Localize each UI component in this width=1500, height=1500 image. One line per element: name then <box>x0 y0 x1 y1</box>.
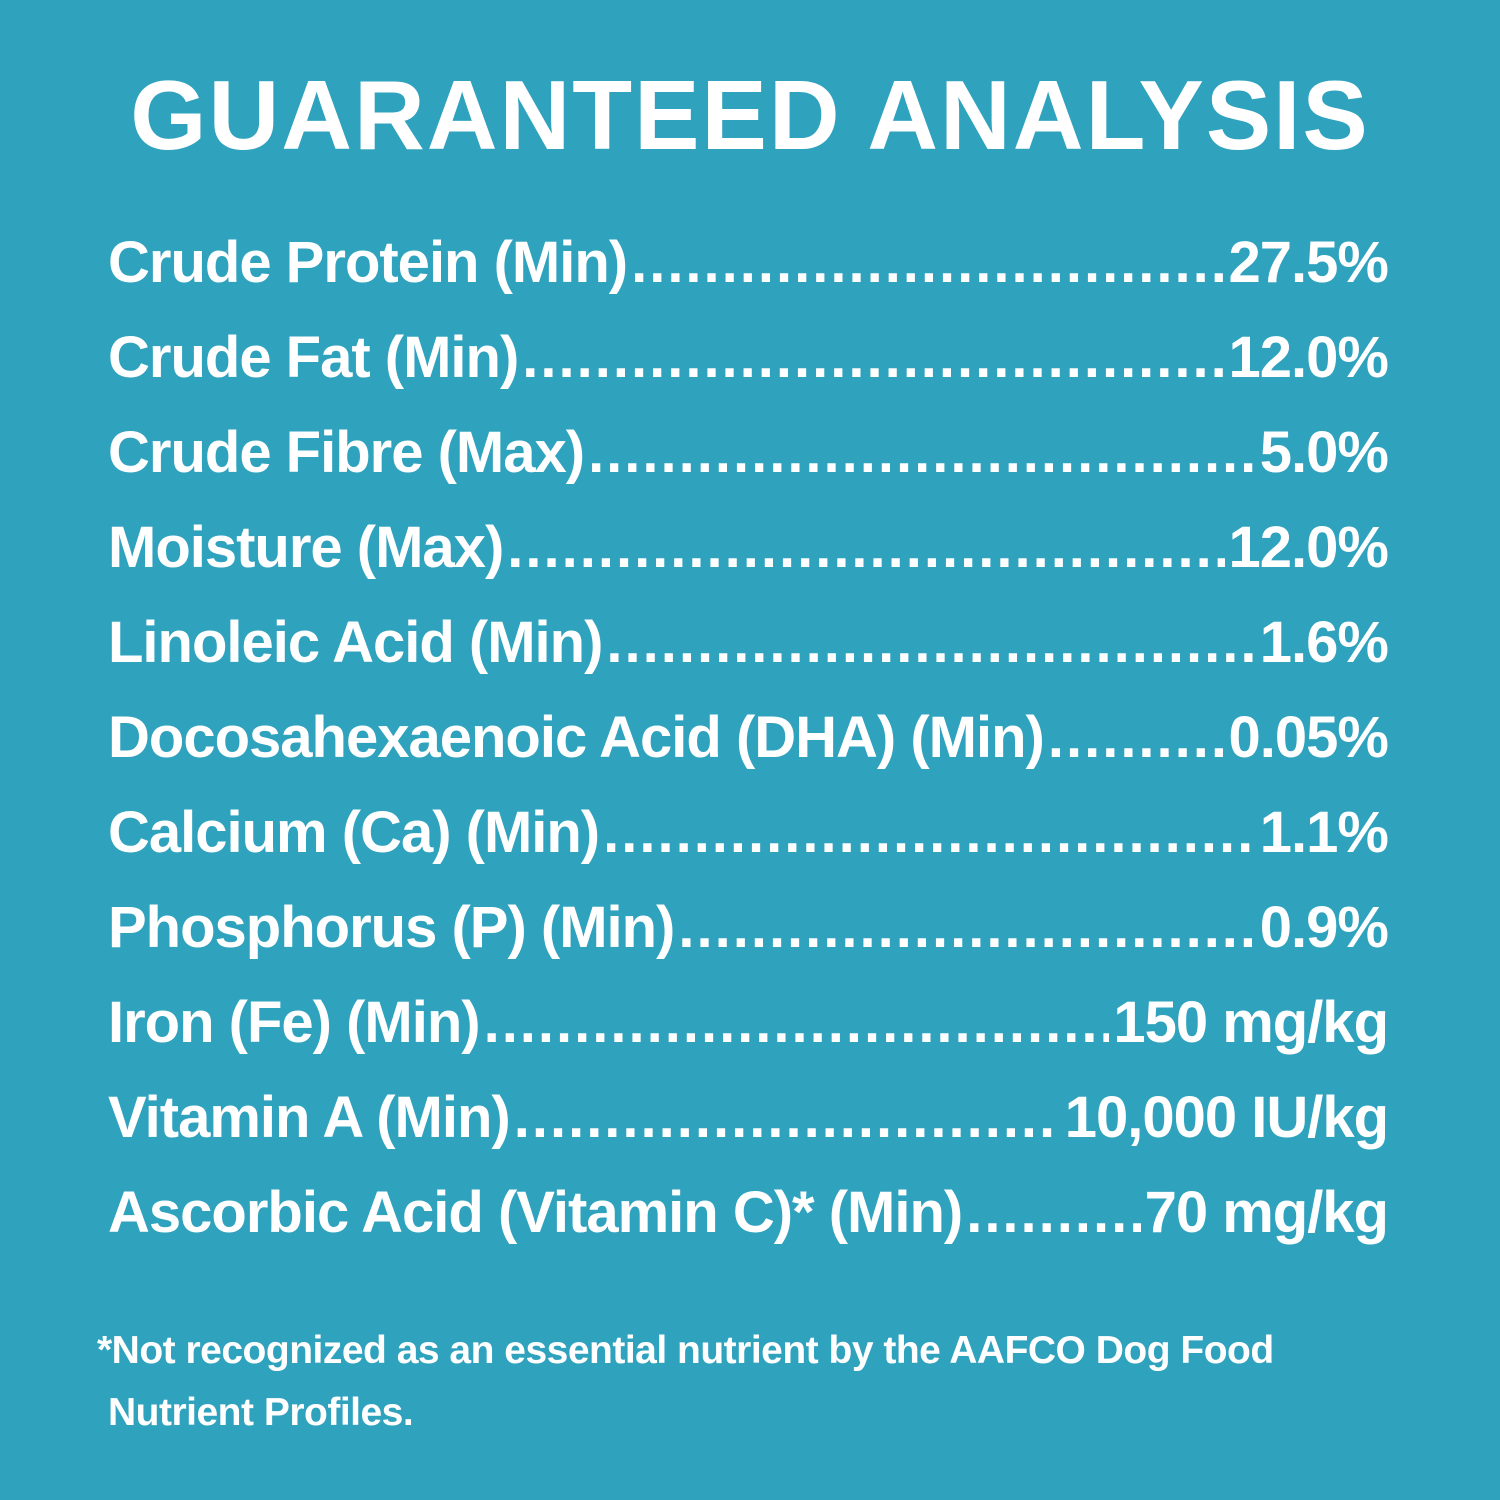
analysis-row: Vitamin A (Min) 10,000 IU/kg <box>108 1070 1389 1165</box>
nutrient-label: Vitamin A (Min) <box>108 1085 511 1150</box>
analysis-row: Calcium (Ca) (Min) 1.1% <box>108 785 1389 880</box>
dot-leader <box>507 500 1224 595</box>
nutrient-label: Iron (Fe) (Min) <box>108 990 481 1055</box>
analysis-row: Phosphorus (P) (Min) 0.9% <box>108 880 1389 975</box>
nutrient-value: 27.5% <box>1228 230 1389 295</box>
nutrient-label: Docosahexaenoic Acid (DHA) (Min) <box>108 705 1045 770</box>
analysis-row: Iron (Fe) (Min) 150 mg/kg <box>108 975 1389 1070</box>
dot-leader <box>603 785 1256 880</box>
nutrient-label: Linoleic Acid (Min) <box>108 610 603 675</box>
nutrient-label: Crude Fat (Min) <box>108 325 519 390</box>
nutrient-value: 0.05% <box>1228 705 1389 770</box>
analysis-row: Crude Fibre (Max) 5.0% <box>108 405 1389 500</box>
nutrient-value: 70 mg/kg <box>1144 1180 1389 1245</box>
nutrient-value: 1.1% <box>1259 800 1389 865</box>
title: GUARANTEED ANALYSIS <box>130 60 1370 170</box>
dot-leader <box>588 405 1256 500</box>
analysis-row: Crude Fat (Min) 12.0% <box>108 310 1389 405</box>
dot-leader <box>966 1165 1140 1260</box>
dot-leader <box>631 215 1224 310</box>
nutrient-label: Crude Protein (Min) <box>108 230 628 295</box>
nutrient-value: 1.6% <box>1259 610 1389 675</box>
analysis-row: Ascorbic Acid (Vitamin C)* (Min) 70 mg/kg <box>108 1165 1389 1260</box>
footnote-line: *Not recognized as an essential nutrient… <box>97 1329 1274 1372</box>
nutrient-value: 10,000 IU/kg <box>1064 1085 1389 1150</box>
nutrient-label: Crude Fibre (Max) <box>108 420 585 485</box>
nutrient-value: 150 mg/kg <box>1113 990 1389 1055</box>
dot-leader <box>514 1070 1061 1165</box>
nutrient-label: Moisture (Max) <box>108 515 504 580</box>
analysis-row: Docosahexaenoic Acid (DHA) (Min) 0.05% <box>108 690 1389 785</box>
nutrient-value: 5.0% <box>1259 420 1389 485</box>
nutrient-value: 12.0% <box>1228 515 1389 580</box>
analysis-row: Moisture (Max) 12.0% <box>108 500 1389 595</box>
dot-leader <box>1048 690 1225 785</box>
nutrient-label: Ascorbic Acid (Vitamin C)* (Min) <box>108 1180 963 1245</box>
nutrient-value: 0.9% <box>1259 895 1389 960</box>
dot-leader <box>606 595 1255 690</box>
dot-leader <box>484 975 1110 1070</box>
dot-leader <box>522 310 1224 405</box>
footnote: *Not recognized as an essential nutrient… <box>97 1320 1274 1444</box>
analysis-row: Linoleic Acid (Min) 1.6% <box>108 595 1389 690</box>
nutrient-label: Phosphorus (P) (Min) <box>108 895 675 960</box>
nutrient-value: 12.0% <box>1228 325 1389 390</box>
nutrient-label: Calcium (Ca) (Min) <box>108 800 600 865</box>
dot-leader <box>678 880 1255 975</box>
analysis-row: Crude Protein (Min) 27.5% <box>108 215 1389 310</box>
analysis-list: Crude Protein (Min) 27.5% Crude Fat (Min) 1… <box>108 215 1389 1260</box>
footnote-line: Nutrient Profiles. <box>108 1391 414 1434</box>
